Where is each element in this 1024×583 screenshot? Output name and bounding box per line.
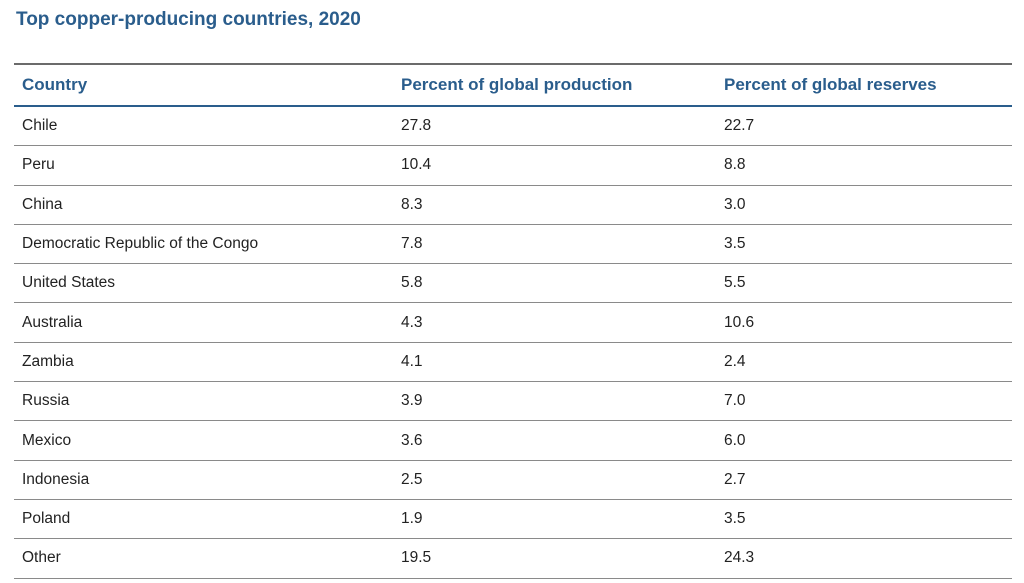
cell-country: China bbox=[22, 195, 63, 213]
cell-reserves-percent: 22.7 bbox=[724, 117, 755, 135]
table-row: China 8.3 3.0 bbox=[14, 186, 1012, 225]
cell-reserves-percent: 2.4 bbox=[724, 352, 746, 370]
cell-reserves-percent: 3.5 bbox=[724, 235, 746, 253]
cell-country: Peru bbox=[22, 156, 55, 174]
table-row: Australia 4.3 10.6 bbox=[14, 303, 1012, 343]
column-header-country: Country bbox=[22, 75, 88, 94]
cell-production-percent: 5.8 bbox=[401, 274, 423, 292]
table-top-rule bbox=[14, 63, 1012, 65]
cell-country: Democratic Republic of the Congo bbox=[22, 235, 259, 253]
cell-country: Mexico bbox=[22, 431, 72, 449]
cell-reserves-percent: 3.0 bbox=[724, 195, 746, 213]
cell-reserves-percent: 24.3 bbox=[724, 549, 755, 567]
cell-production-percent: 7.8 bbox=[401, 235, 423, 253]
cell-country: Zambia bbox=[22, 352, 74, 370]
table-row: Zambia 4.1 2.4 bbox=[14, 343, 1012, 383]
column-header-reserves: Percent of global reserves bbox=[724, 75, 937, 94]
table-body: Chile 27.8 22.7 Peru 10.4 8.8 China 8.3 3.0 Democ… bbox=[14, 107, 1012, 579]
cell-reserves-percent: 2.7 bbox=[724, 470, 746, 488]
table-title: Top copper-producing countries, 2020 bbox=[16, 9, 361, 30]
cell-production-percent: 2.5 bbox=[401, 470, 423, 488]
cell-production-percent: 1.9 bbox=[401, 510, 423, 528]
cell-reserves-percent: 10.6 bbox=[724, 313, 755, 331]
table-row: Indonesia 2.5 2.7 bbox=[14, 461, 1012, 500]
cell-reserves-percent: 8.8 bbox=[724, 156, 746, 174]
table-header-row: Country Percent of global production Per… bbox=[14, 65, 1012, 107]
table-row: United States 5.8 5.5 bbox=[14, 264, 1012, 304]
cell-country: Poland bbox=[22, 510, 71, 528]
cell-country: Australia bbox=[22, 313, 83, 331]
cell-production-percent: 3.6 bbox=[401, 431, 423, 449]
table-row: Poland 1.9 3.5 bbox=[14, 500, 1012, 540]
cell-reserves-percent: 5.5 bbox=[724, 274, 746, 292]
cell-reserves-percent: 3.5 bbox=[724, 510, 746, 528]
cell-production-percent: 4.1 bbox=[401, 352, 423, 370]
copper-table: Country Percent of global production Per… bbox=[14, 63, 1012, 579]
table-row: Other 19.5 24.3 bbox=[14, 539, 1012, 579]
cell-production-percent: 8.3 bbox=[401, 195, 423, 213]
cell-reserves-percent: 7.0 bbox=[724, 392, 746, 410]
cell-production-percent: 3.9 bbox=[401, 392, 423, 410]
cell-production-percent: 10.4 bbox=[401, 156, 432, 174]
cell-country: United States bbox=[22, 274, 116, 292]
cell-country: Chile bbox=[22, 117, 58, 135]
cell-production-percent: 27.8 bbox=[401, 117, 432, 135]
table-row: Mexico 3.6 6.0 bbox=[14, 421, 1012, 461]
cell-production-percent: 4.3 bbox=[401, 313, 423, 331]
cell-country: Russia bbox=[22, 392, 70, 410]
cell-production-percent: 19.5 bbox=[401, 549, 432, 567]
table-row: Chile 27.8 22.7 bbox=[14, 107, 1012, 147]
cell-reserves-percent: 6.0 bbox=[724, 431, 746, 449]
cell-country: Indonesia bbox=[22, 470, 90, 488]
table-row: Peru 10.4 8.8 bbox=[14, 146, 1012, 186]
table-row: Russia 3.9 7.0 bbox=[14, 382, 1012, 422]
cell-country: Other bbox=[22, 549, 61, 567]
column-header-production: Percent of global production bbox=[401, 75, 633, 94]
table-row: Democratic Republic of the Congo 7.8 3.5 bbox=[14, 225, 1012, 265]
